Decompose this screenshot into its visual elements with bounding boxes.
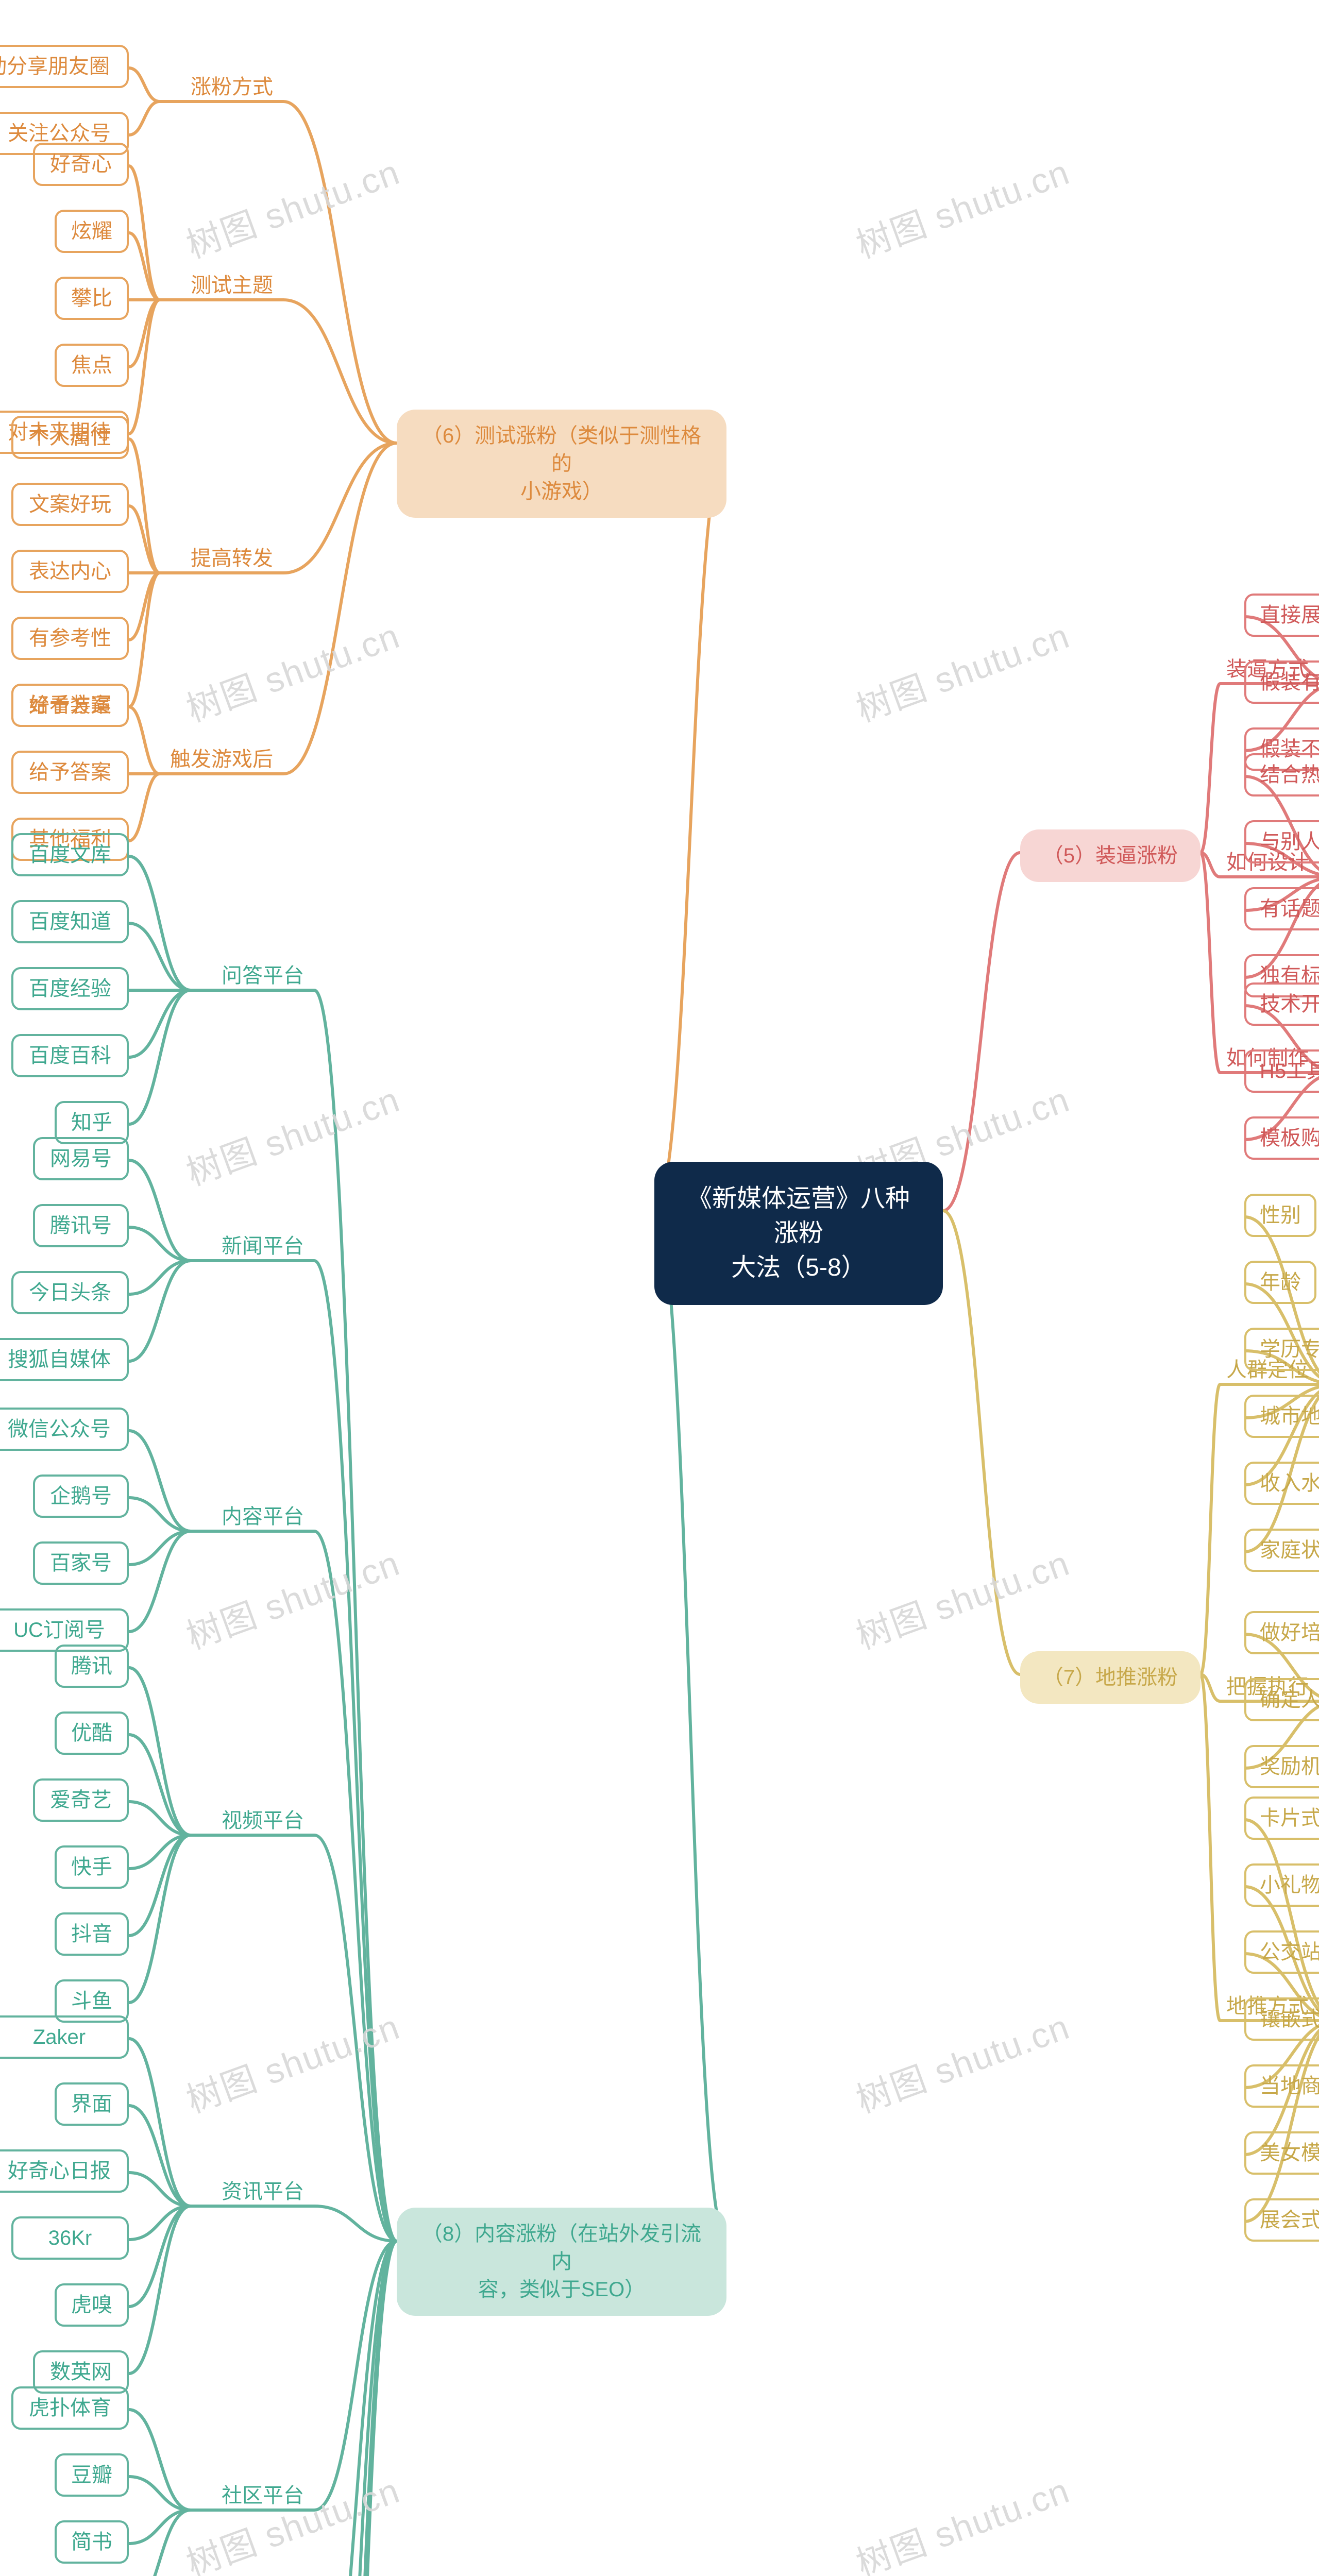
leaf: 与别人不一样 xyxy=(1244,820,1319,863)
leaf: 做好培训 xyxy=(1244,1611,1319,1654)
sub-s8d: 视频平台 xyxy=(201,1808,304,1833)
leaf: 美女模特 xyxy=(1244,2131,1319,2175)
leaf: 炫耀 xyxy=(55,210,129,253)
leaf: 模板购买 xyxy=(1244,1116,1319,1160)
leaf: 直接展示 xyxy=(1244,594,1319,637)
branch-b5: （5）装逼涨粉 xyxy=(1020,829,1200,882)
sub-s8c: 内容平台 xyxy=(201,1504,304,1529)
leaf: 网易号 xyxy=(33,1137,129,1180)
leaf: H5工具 xyxy=(1244,1049,1319,1093)
watermark: 树图 shutu.cn xyxy=(178,607,406,732)
watermark: 树图 shutu.cn xyxy=(848,1998,1076,2123)
leaf: 有参考性 xyxy=(11,617,129,660)
leaf: 年龄 xyxy=(1244,1261,1316,1304)
leaf: 学历专业 xyxy=(1244,1328,1319,1371)
leaf: 小礼物 xyxy=(1244,1863,1319,1907)
leaf: 展会式 xyxy=(1244,2198,1319,2242)
leaf: 当地商家 xyxy=(1244,2064,1319,2108)
leaf: 简书 xyxy=(55,2520,129,2564)
leaf: 文案好玩 xyxy=(11,483,129,526)
leaf: 攀比 xyxy=(55,277,129,320)
leaf: 技术开发 xyxy=(1244,982,1319,1026)
watermark: 树图 shutu.cn xyxy=(848,1535,1076,1659)
leaf: 界面 xyxy=(55,2082,129,2126)
branch-b8: （8）内容涨粉（在站外发引流内容，类似于SEO） xyxy=(397,2208,726,2316)
sub-s6c: 提高转发 xyxy=(170,546,273,571)
leaf: 搜狐自媒体 xyxy=(0,1338,129,1381)
leaf: 36Kr xyxy=(11,2216,129,2260)
branch-b7: （7）地推涨粉 xyxy=(1020,1651,1200,1704)
leaf: 企鹅号 xyxy=(33,1475,129,1518)
leaf: 公交站 xyxy=(1244,1930,1319,1974)
leaf: 快手 xyxy=(55,1845,129,1889)
leaf: 虎扑体育 xyxy=(11,2386,129,2430)
watermark: 树图 shutu.cn xyxy=(178,144,406,268)
leaf: 有话题性 xyxy=(1244,887,1319,930)
root-node: 《新媒体运营》八种涨粉大法（5-8） xyxy=(654,1162,943,1305)
leaf: 表达内心 xyxy=(11,550,129,593)
watermark: 树图 shutu.cn xyxy=(848,607,1076,732)
watermark: 树图 shutu.cn xyxy=(848,2462,1076,2576)
leaf: 豆瓣 xyxy=(55,2453,129,2497)
leaf: 今日头条 xyxy=(11,1271,129,1314)
leaf: 给予答案 xyxy=(11,751,129,794)
leaf: 互动分享朋友圈 xyxy=(0,45,129,88)
leaf: 收入水平 xyxy=(1244,1462,1319,1505)
leaf: 抖音 xyxy=(55,1912,129,1956)
leaf: 爱奇艺 xyxy=(33,1778,129,1822)
sub-s8b: 新闻平台 xyxy=(201,1234,304,1259)
leaf: 个人属性 xyxy=(11,416,129,459)
leaf: 好奇心日报 xyxy=(0,2149,129,2193)
leaf: 百度经验 xyxy=(11,967,129,1010)
watermark: 树图 shutu.cn xyxy=(178,1071,406,1195)
leaf: 虎嗅 xyxy=(55,2283,129,2327)
leaf: 焦点 xyxy=(55,344,129,387)
leaf: 百度知道 xyxy=(11,900,129,943)
leaf: 卡片式 xyxy=(1244,1797,1319,1840)
sub-s8a: 问答平台 xyxy=(201,963,304,988)
leaf: 城市地域 xyxy=(1244,1395,1319,1438)
leaf: 优酷 xyxy=(55,1711,129,1755)
leaf: 腾讯号 xyxy=(33,1204,129,1247)
leaf: 家庭状况 xyxy=(1244,1529,1319,1572)
watermark: 树图 shutu.cn xyxy=(178,1535,406,1659)
branch-b6: （6）测试涨粉（类似于测性格的小游戏） xyxy=(397,410,726,518)
leaf: 百度百科 xyxy=(11,1034,129,1077)
sub-s8f: 社区平台 xyxy=(201,2483,304,2508)
sub-s6d: 触发游戏后 xyxy=(170,747,273,772)
leaf: 百度文库 xyxy=(11,833,129,876)
leaf: 假装有优势 xyxy=(1244,660,1319,704)
leaf: 奖励机制 xyxy=(1244,1745,1319,1788)
leaf: Zaker xyxy=(0,2015,129,2059)
leaf: 腾讯 xyxy=(55,1645,129,1688)
sub-s6a: 涨粉方式 xyxy=(170,75,273,99)
sub-s6b: 测试主题 xyxy=(170,273,273,298)
leaf: 百家号 xyxy=(33,1541,129,1585)
leaf: 结合热点 xyxy=(1244,753,1319,796)
leaf: 确定人数 xyxy=(1244,1678,1319,1721)
sub-s8e: 资讯平台 xyxy=(201,2179,304,2204)
leaf: 微信公众号 xyxy=(0,1408,129,1451)
watermark: 树图 shutu.cn xyxy=(178,2462,406,2576)
leaf: 性别 xyxy=(1244,1194,1316,1237)
leaf: 镶嵌式 xyxy=(1244,1997,1319,2041)
leaf: 给予方案 xyxy=(11,684,129,727)
watermark: 树图 shutu.cn xyxy=(848,144,1076,268)
leaf: 好奇心 xyxy=(33,143,129,186)
watermark: 树图 shutu.cn xyxy=(178,1998,406,2123)
mindmap-canvas: 树图 shutu.cn 树图 shutu.cn 树图 shutu.cn 树图 shut… xyxy=(0,0,1319,2576)
